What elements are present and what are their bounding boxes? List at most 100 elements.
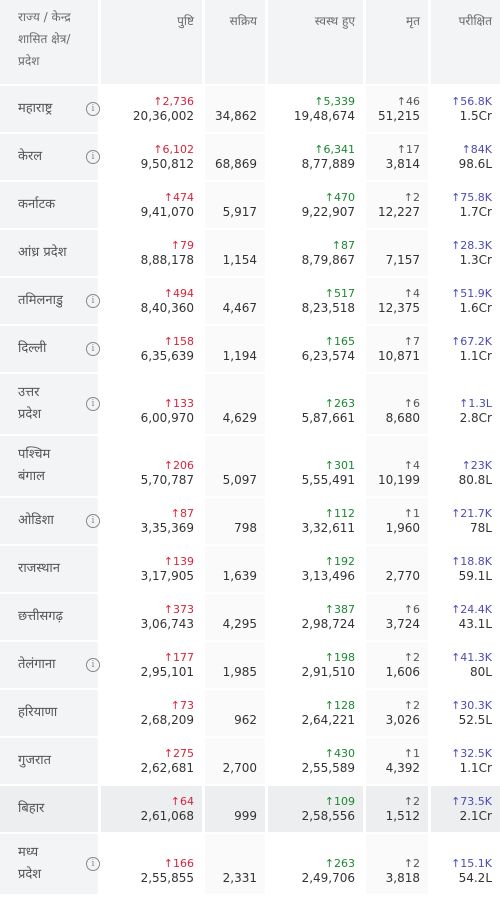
active-value: 4,629	[222, 411, 257, 425]
table-row[interactable]: गुजरात ↑275 2,62,681 2,700 ↑430 2,55,589…	[0, 738, 500, 786]
state-cell[interactable]: पश्चिम बंगाल	[0, 436, 101, 498]
header-recovered-label: स्वस्थ हुए	[314, 14, 355, 28]
confirmed-value: 2,61,068	[140, 809, 194, 823]
confirmed-delta: ↑166	[163, 857, 194, 870]
tested-value: 54.2L	[458, 871, 492, 885]
header-tested[interactable]: परीक्षित	[431, 0, 500, 86]
recovered-cell: ↑112 3,32,611	[268, 498, 366, 546]
info-icon[interactable]: i	[86, 102, 100, 116]
info-icon[interactable]: i	[86, 397, 100, 411]
table-row[interactable]: ओडिशा i ↑87 3,35,369 798 ↑112 3,32,611 ↑1…	[0, 498, 500, 546]
recovered-delta: ↑387	[324, 603, 355, 616]
active-cell: 1,154	[205, 230, 268, 278]
state-cell[interactable]: महाराष्ट्र i	[0, 86, 101, 134]
table-row[interactable]: मध्य प्रदेश i ↑166 2,55,855 2,331 ↑263 2,4…	[0, 834, 500, 896]
table-row[interactable]: तमिलनाडु i ↑494 8,40,360 4,467 ↑517 8,23,…	[0, 278, 500, 326]
deceased-cell: 7,157	[366, 230, 431, 278]
tested-delta: ↑67.2K	[451, 335, 492, 348]
table-row[interactable]: पश्चिम बंगाल ↑206 5,70,787 5,097 ↑301 5,5…	[0, 436, 500, 498]
recovered-delta: ↑517	[324, 287, 355, 300]
deceased-cell: ↑17 3,814	[366, 134, 431, 182]
state-cell[interactable]: बिहार	[0, 786, 101, 834]
active-value: 4,467	[222, 301, 257, 315]
state-cell[interactable]: हरियाणा	[0, 690, 101, 738]
info-icon[interactable]: i	[86, 658, 100, 672]
tested-cell: ↑18.8K 59.1L	[431, 546, 500, 594]
active-cell: 5,097	[205, 436, 268, 498]
active-cell: 4,467	[205, 278, 268, 326]
info-icon[interactable]: i	[86, 342, 100, 356]
header-active[interactable]: सक्रिय	[205, 0, 268, 86]
table-row[interactable]: उत्तर प्रदेश i ↑133 6,00,970 4,629 ↑263 5,…	[0, 374, 500, 436]
table-row[interactable]: महाराष्ट्र i ↑2,736 20,36,002 34,862 ↑5,3…	[0, 86, 500, 134]
state-cell[interactable]: दिल्ली i	[0, 326, 101, 374]
info-icon[interactable]: i	[86, 150, 100, 164]
table-row[interactable]: छत्तीसगढ़ ↑373 3,06,743 4,295 ↑387 2,98,…	[0, 594, 500, 642]
recovered-cell: ↑470 9,22,907	[268, 182, 366, 230]
table-row[interactable]: राजस्थान ↑139 3,17,905 1,639 ↑192 3,13,4…	[0, 546, 500, 594]
tested-delta: ↑24.4K	[451, 603, 492, 616]
tested-delta: ↑75.8K	[451, 191, 492, 204]
state-cell[interactable]: राजस्थान	[0, 546, 101, 594]
state-cell[interactable]: तमिलनाडु i	[0, 278, 101, 326]
state-cell[interactable]: गुजरात	[0, 738, 101, 786]
deceased-value: 4,392	[385, 761, 420, 775]
tested-cell: ↑84K 98.6L	[431, 134, 500, 182]
state-cell[interactable]: ओडिशा i	[0, 498, 101, 546]
table-row[interactable]: केरल i ↑6,102 9,50,812 68,869 ↑6,341 8,77…	[0, 134, 500, 182]
tested-cell: ↑15.1K 54.2L	[431, 834, 500, 896]
deceased-delta: ↑2	[403, 857, 420, 870]
state-cell[interactable]: तेलंगाना i	[0, 642, 101, 690]
recovered-delta: ↑87	[331, 239, 355, 252]
state-cell[interactable]: छत्तीसगढ़	[0, 594, 101, 642]
table-row[interactable]: बिहार ↑64 2,61,068 999 ↑109 2,58,556 ↑2 …	[0, 786, 500, 834]
tested-cell: ↑24.4K 43.1L	[431, 594, 500, 642]
info-icon[interactable]: i	[86, 514, 100, 528]
confirmed-delta: ↑206	[163, 459, 194, 472]
confirmed-cell: ↑166 2,55,855	[101, 834, 205, 896]
tested-value: 2.1Cr	[459, 809, 492, 823]
state-cell[interactable]: मध्य प्रदेश i	[0, 834, 101, 896]
header-confirmed[interactable]: पुष्टि	[101, 0, 205, 86]
confirmed-cell: ↑6,102 9,50,812	[101, 134, 205, 182]
confirmed-delta: ↑133	[163, 397, 194, 410]
confirmed-cell: ↑177 2,95,101	[101, 642, 205, 690]
confirmed-value: 8,40,360	[140, 301, 194, 315]
header-recovered[interactable]: स्वस्थ हुए	[268, 0, 366, 86]
table-row[interactable]: कर्नाटक ↑474 9,41,070 5,917 ↑470 9,22,90…	[0, 182, 500, 230]
info-icon[interactable]: i	[86, 294, 100, 308]
tested-delta: ↑84K	[461, 143, 492, 156]
table-row[interactable]: दिल्ली i ↑158 6,35,639 1,194 ↑165 6,23,57…	[0, 326, 500, 374]
state-cell[interactable]: आंध्र प्रदेश	[0, 230, 101, 278]
recovered-cell: ↑165 6,23,574	[268, 326, 366, 374]
table-row[interactable]: हरियाणा ↑73 2,68,209 962 ↑128 2,64,221 ↑…	[0, 690, 500, 738]
deceased-cell: ↑4 10,199	[366, 436, 431, 498]
recovered-delta: ↑263	[324, 857, 355, 870]
confirmed-value: 2,95,101	[140, 665, 194, 679]
deceased-value: 12,375	[378, 301, 420, 315]
tested-value: 80L	[470, 665, 492, 679]
state-cell[interactable]: कर्नाटक	[0, 182, 101, 230]
header-deceased[interactable]: मृत	[366, 0, 431, 86]
table-body: महाराष्ट्र i ↑2,736 20,36,002 34,862 ↑5,3…	[0, 86, 500, 896]
tested-delta: ↑28.3K	[451, 239, 492, 252]
active-value: 2,700	[222, 761, 257, 775]
confirmed-delta: ↑474	[163, 191, 194, 204]
state-cell[interactable]: उत्तर प्रदेश i	[0, 374, 101, 436]
deceased-delta: ↑6	[403, 603, 420, 616]
table-row[interactable]: आंध्र प्रदेश ↑79 8,88,178 1,154 ↑87 8,79…	[0, 230, 500, 278]
recovered-delta: ↑165	[324, 335, 355, 348]
confirmed-cell: ↑206 5,70,787	[101, 436, 205, 498]
confirmed-value: 20,36,002	[132, 109, 194, 123]
state-name: उत्तर	[18, 385, 40, 400]
confirmed-cell: ↑139 3,17,905	[101, 546, 205, 594]
state-name: बिहार	[18, 801, 45, 816]
info-icon[interactable]: i	[86, 857, 100, 871]
confirmed-cell: ↑64 2,61,068	[101, 786, 205, 834]
recovered-value: 9,22,907	[301, 205, 355, 219]
header-state[interactable]: राज्य / केन्द्र शासित क्षेत्र/ प्रदेश	[0, 0, 101, 86]
recovered-value: 8,77,889	[301, 157, 355, 171]
table-row[interactable]: तेलंगाना i ↑177 2,95,101 1,985 ↑198 2,91,…	[0, 642, 500, 690]
state-cell[interactable]: केरल i	[0, 134, 101, 182]
confirmed-cell: ↑474 9,41,070	[101, 182, 205, 230]
